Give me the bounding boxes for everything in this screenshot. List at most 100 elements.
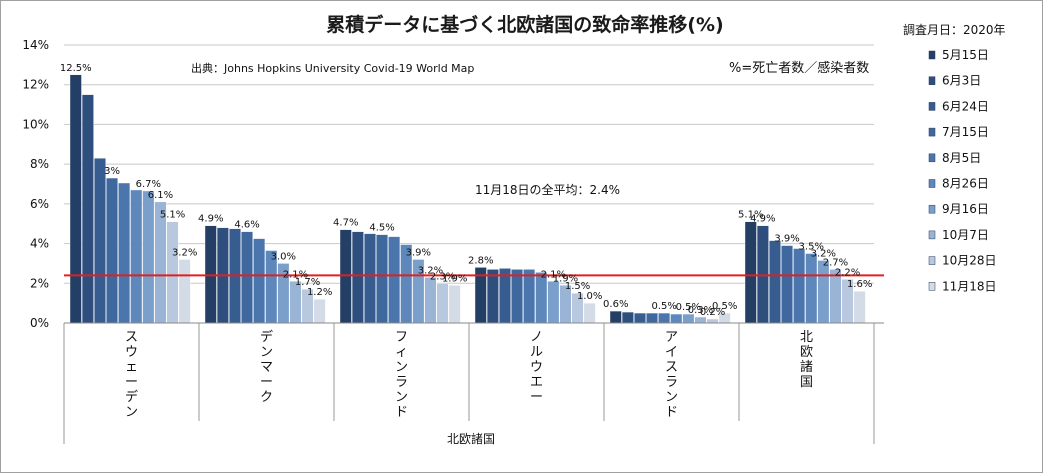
data-label: 1.0% xyxy=(577,291,602,302)
category-label: ラ xyxy=(395,375,408,390)
category-label: ノ xyxy=(530,330,543,345)
bar xyxy=(106,177,119,324)
category-label: ン xyxy=(395,390,408,405)
legend-label: 9月16日 xyxy=(942,202,989,216)
data-label: 3.2% xyxy=(172,247,197,258)
bar xyxy=(241,231,254,324)
bar xyxy=(793,248,806,324)
legend-label: 7月15日 xyxy=(942,125,989,139)
formula-note: %=死亡者数／感染者数 xyxy=(729,60,869,76)
data-label: 3.5% xyxy=(799,242,824,253)
category-label: ー xyxy=(530,390,543,405)
data-label: 0.5% xyxy=(712,301,737,312)
data-label: 1.6% xyxy=(847,279,872,290)
category-label: ェ xyxy=(125,360,138,375)
category-label: ス xyxy=(665,360,678,375)
category-label: 北 xyxy=(800,330,813,345)
bar xyxy=(118,182,131,324)
average-label: 11月18日の全平均：2.4% xyxy=(475,182,620,197)
legend-label: 10月7日 xyxy=(942,228,989,242)
category-label: ド xyxy=(395,405,408,420)
data-label: 12.5% xyxy=(60,63,92,74)
bar xyxy=(130,189,143,324)
bar xyxy=(388,236,401,324)
category-label: エ xyxy=(530,375,543,390)
y-axis-ticks: 0% 2% 4% 6% 8% 10% 12% 14% xyxy=(22,38,49,330)
category-label: デ xyxy=(260,329,273,345)
data-label: 1.9% xyxy=(442,273,467,284)
bar xyxy=(499,268,511,324)
bar xyxy=(744,221,757,324)
data-labels: 12.5%3%6.7%6.1%5.1%3.2%4.9%4.6%3.0%2.1%1… xyxy=(60,63,872,318)
bar xyxy=(658,312,671,324)
bar xyxy=(351,231,364,324)
legend-swatch xyxy=(928,102,936,111)
category-label: ン xyxy=(125,405,138,420)
category-label: マ xyxy=(260,360,273,375)
category-label: ン xyxy=(665,390,678,405)
y-tick-label: 8% xyxy=(30,157,49,171)
data-label: 4.5% xyxy=(369,223,394,234)
category-label: 諸 xyxy=(800,359,813,375)
data-label: 1.2% xyxy=(307,287,332,298)
data-label: 1.9% xyxy=(553,273,578,284)
bar xyxy=(448,285,461,324)
data-label: 4.6% xyxy=(234,220,259,231)
category-label: ス xyxy=(125,330,138,345)
y-tick-label: 6% xyxy=(30,197,49,211)
bar xyxy=(706,318,719,324)
data-label: 0.3% xyxy=(688,305,713,316)
category-label: ウ xyxy=(125,345,138,360)
y-tick-label: 0% xyxy=(30,316,49,330)
category-label: ル xyxy=(530,345,543,360)
category-label: フ xyxy=(395,330,408,345)
data-label: 2.3% xyxy=(430,271,455,282)
bar xyxy=(511,269,523,324)
data-label: 2.8% xyxy=(468,255,493,266)
legend-swatch xyxy=(928,127,936,137)
legend-label: 8月26日 xyxy=(942,177,989,191)
bar xyxy=(486,269,499,324)
legend-swatch xyxy=(928,76,936,85)
data-label: 0.6% xyxy=(603,299,628,310)
bar xyxy=(166,221,179,324)
bar xyxy=(142,190,155,324)
bar xyxy=(583,302,596,324)
y-tick-label: 14% xyxy=(22,38,49,52)
category-label: イ xyxy=(665,345,678,360)
bar xyxy=(364,233,376,324)
legend: 5月15日 6月3日 6月24日 7月15日 8月5日 8月26日 9月16日 10月7日 10… xyxy=(928,48,997,293)
bar xyxy=(609,310,622,324)
bar xyxy=(69,74,82,324)
category-label: ウ xyxy=(530,360,543,375)
category-label: ン xyxy=(260,345,273,360)
bar xyxy=(253,238,266,324)
data-label: 3% xyxy=(104,166,120,177)
data-label: 1.5% xyxy=(565,281,590,292)
data-label: 3.0% xyxy=(271,251,296,262)
data-label: 3.2% xyxy=(418,265,443,276)
legend-label: 11月18日 xyxy=(942,279,997,293)
category-label: ー xyxy=(125,375,138,390)
bar xyxy=(313,298,326,324)
data-label: 4.9% xyxy=(750,214,775,225)
legend-swatch xyxy=(928,179,936,188)
category-label: ィ xyxy=(395,345,408,360)
bar xyxy=(621,311,634,324)
bar xyxy=(769,240,781,324)
legend-label: 10月28日 xyxy=(942,254,997,268)
bar xyxy=(178,259,191,324)
legend-swatch xyxy=(928,230,936,240)
bar xyxy=(93,157,106,324)
bar xyxy=(376,234,388,324)
category-label: デ xyxy=(125,389,138,405)
bar xyxy=(547,281,560,324)
data-label: 6.1% xyxy=(148,190,173,201)
bar xyxy=(436,283,449,324)
legend-swatch xyxy=(928,282,936,291)
category-label: ア xyxy=(665,330,678,345)
gridlines xyxy=(64,44,874,324)
